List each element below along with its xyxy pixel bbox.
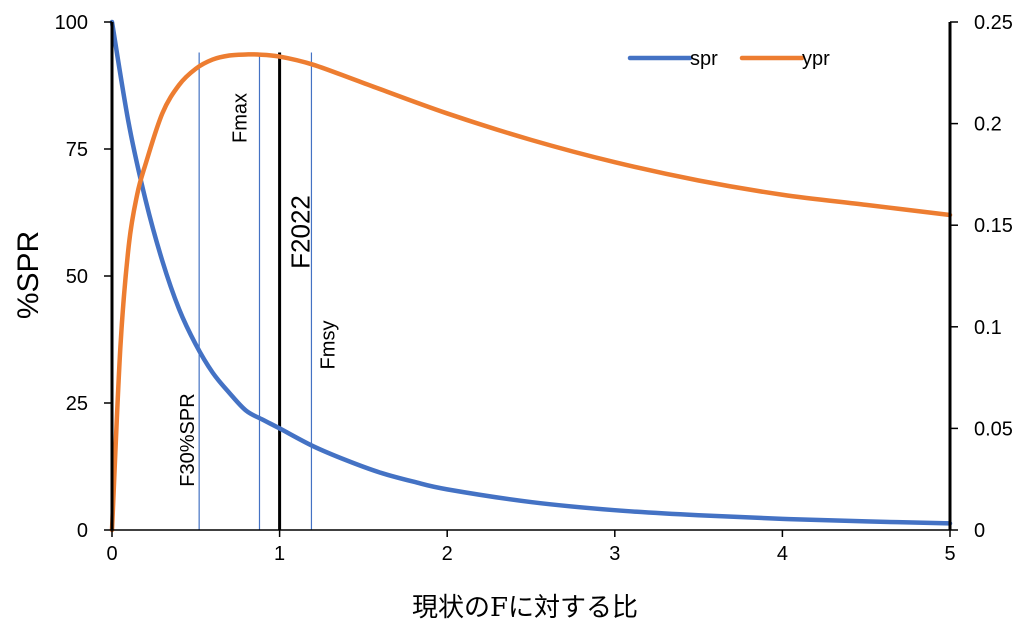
x-axis-label: 現状のFに対する比 [412,593,638,623]
reference-label: F2022 [286,195,316,269]
reference-label: Fmsy [317,321,339,370]
reference-label: Fmax [229,93,251,143]
y-left-tick-label: 50 [66,266,88,288]
reference-label: F30%SPR [177,393,199,486]
x-tick-label: 5 [944,543,955,565]
axes [104,21,958,537]
reference-lines [198,52,313,530]
x-tick-label: 1 [274,543,285,565]
legend: spr ypr [627,48,830,70]
y-left-tick-label: 100 [55,12,88,34]
x-tick-label: 3 [609,543,620,565]
y-right-tick-label: 0.25 [974,12,1013,34]
y-left-tick-label: 0 [77,520,88,542]
x-tick-label: 0 [106,543,117,565]
y-right-tick-label: 0.15 [974,215,1013,237]
x-tick-label: 4 [777,543,788,565]
legend-label-ypr: ypr [802,48,830,70]
x-tick-label: 2 [442,543,453,565]
y-right-tick-label: 0 [974,520,985,542]
y-left-tick-label: 75 [66,139,88,161]
series-line-ypr [109,52,953,533]
y-left-tick-label: 25 [66,393,88,415]
series-lines: F30%SPR Fmax F2022 Fmsy [109,19,953,533]
y-axis-label-left: %SPR [12,231,45,319]
y-right-tick-label: 0.05 [974,418,1013,440]
legend-label-spr: spr [690,48,718,70]
y-right-tick-label: 0.2 [974,114,1002,136]
series-line-spr [109,19,953,526]
y-right-tick-label: 0.1 [974,317,1002,339]
